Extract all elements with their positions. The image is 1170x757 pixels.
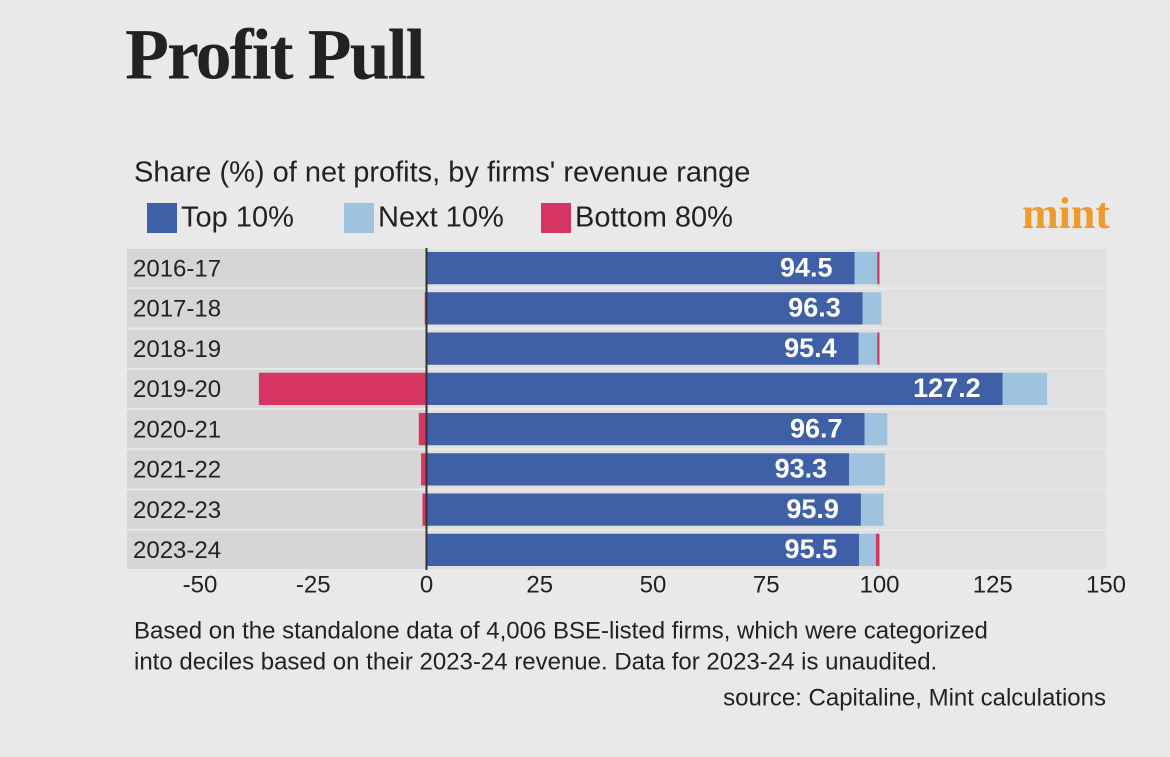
row-band-left (127, 249, 427, 288)
x-tick-label: 50 (640, 571, 667, 598)
bar-segment (860, 493, 884, 526)
plot-area: 2016-17 94.5 2017-18 96.3 2018-19 95.4 2019-20… (127, 248, 1126, 598)
x-tick-label: 125 (973, 571, 1013, 598)
category-label: 2023-24 (133, 537, 221, 564)
bar-segment (422, 493, 427, 526)
data-label: 96.3 (788, 293, 841, 323)
row-band-left (127, 410, 427, 449)
footnote: into deciles based on their 2023-24 reve… (134, 648, 937, 675)
category-label: 2021-22 (133, 457, 221, 484)
data-label: 95.4 (784, 333, 837, 363)
category-label: 2016-17 (133, 255, 221, 282)
bar-segment (426, 453, 850, 486)
x-tick-label: -50 (183, 571, 218, 598)
x-tick-label: 100 (859, 571, 899, 598)
bar-segment (426, 533, 860, 566)
brand-logo: mint (1022, 189, 1110, 238)
source: source: Capitaline, Mint calculations (723, 684, 1106, 711)
bar-segment (426, 493, 861, 526)
subtitle: Share (%) of net profits, by firms' reve… (134, 157, 750, 189)
bar-segment (877, 332, 880, 365)
bar-segment (858, 332, 878, 365)
bar-segment (426, 413, 865, 446)
legend-label: Top 10% (181, 202, 294, 234)
data-label: 93.3 (775, 454, 828, 484)
bar-segment (849, 453, 885, 486)
legend-swatch (541, 203, 571, 233)
bar-segment (421, 453, 427, 486)
bar-segment (862, 292, 882, 325)
legend-label: Bottom 80% (575, 202, 733, 234)
bar-segment (864, 413, 888, 446)
bar-segment (426, 332, 859, 365)
category-label: 2022-23 (133, 497, 221, 524)
data-label: 95.9 (786, 494, 839, 524)
bar-segment (875, 533, 880, 566)
legend: Top 10% Next 10% Bottom 80% (147, 202, 733, 234)
row-band-left (127, 329, 427, 368)
bar-segment (854, 252, 878, 285)
bar-segment (1002, 372, 1048, 405)
x-tick-label: -25 (296, 571, 331, 598)
x-tick-label: 75 (753, 571, 780, 598)
x-tick-label: 25 (526, 571, 553, 598)
category-label: 2020-21 (133, 416, 221, 443)
data-label: 94.5 (780, 252, 833, 282)
category-label: 2019-20 (133, 376, 221, 403)
x-tick-label: 0 (420, 571, 433, 598)
bar-segment (877, 252, 880, 285)
row-band-left (127, 289, 427, 328)
bar-segment (426, 252, 855, 285)
row-band-left (127, 450, 427, 489)
bar-segment (426, 292, 863, 325)
data-label: 96.7 (790, 413, 843, 443)
legend-label: Next 10% (378, 202, 504, 234)
bar-segment (426, 372, 1003, 405)
legend-swatch (344, 203, 374, 233)
bar-segment (258, 372, 427, 405)
data-label: 95.5 (785, 534, 838, 564)
category-label: 2018-19 (133, 336, 221, 363)
chart-title: Profit Pull (125, 15, 425, 95)
data-label: 127.2 (913, 373, 981, 403)
category-label: 2017-18 (133, 296, 221, 323)
row-band-left (127, 490, 427, 529)
footnote: Based on the standalone data of 4,006 BS… (134, 617, 988, 644)
bar-segment (859, 533, 876, 566)
legend-swatch (147, 203, 177, 233)
x-tick-label: 150 (1086, 571, 1126, 598)
row-band-left (127, 530, 427, 569)
bar-segment (418, 413, 427, 446)
